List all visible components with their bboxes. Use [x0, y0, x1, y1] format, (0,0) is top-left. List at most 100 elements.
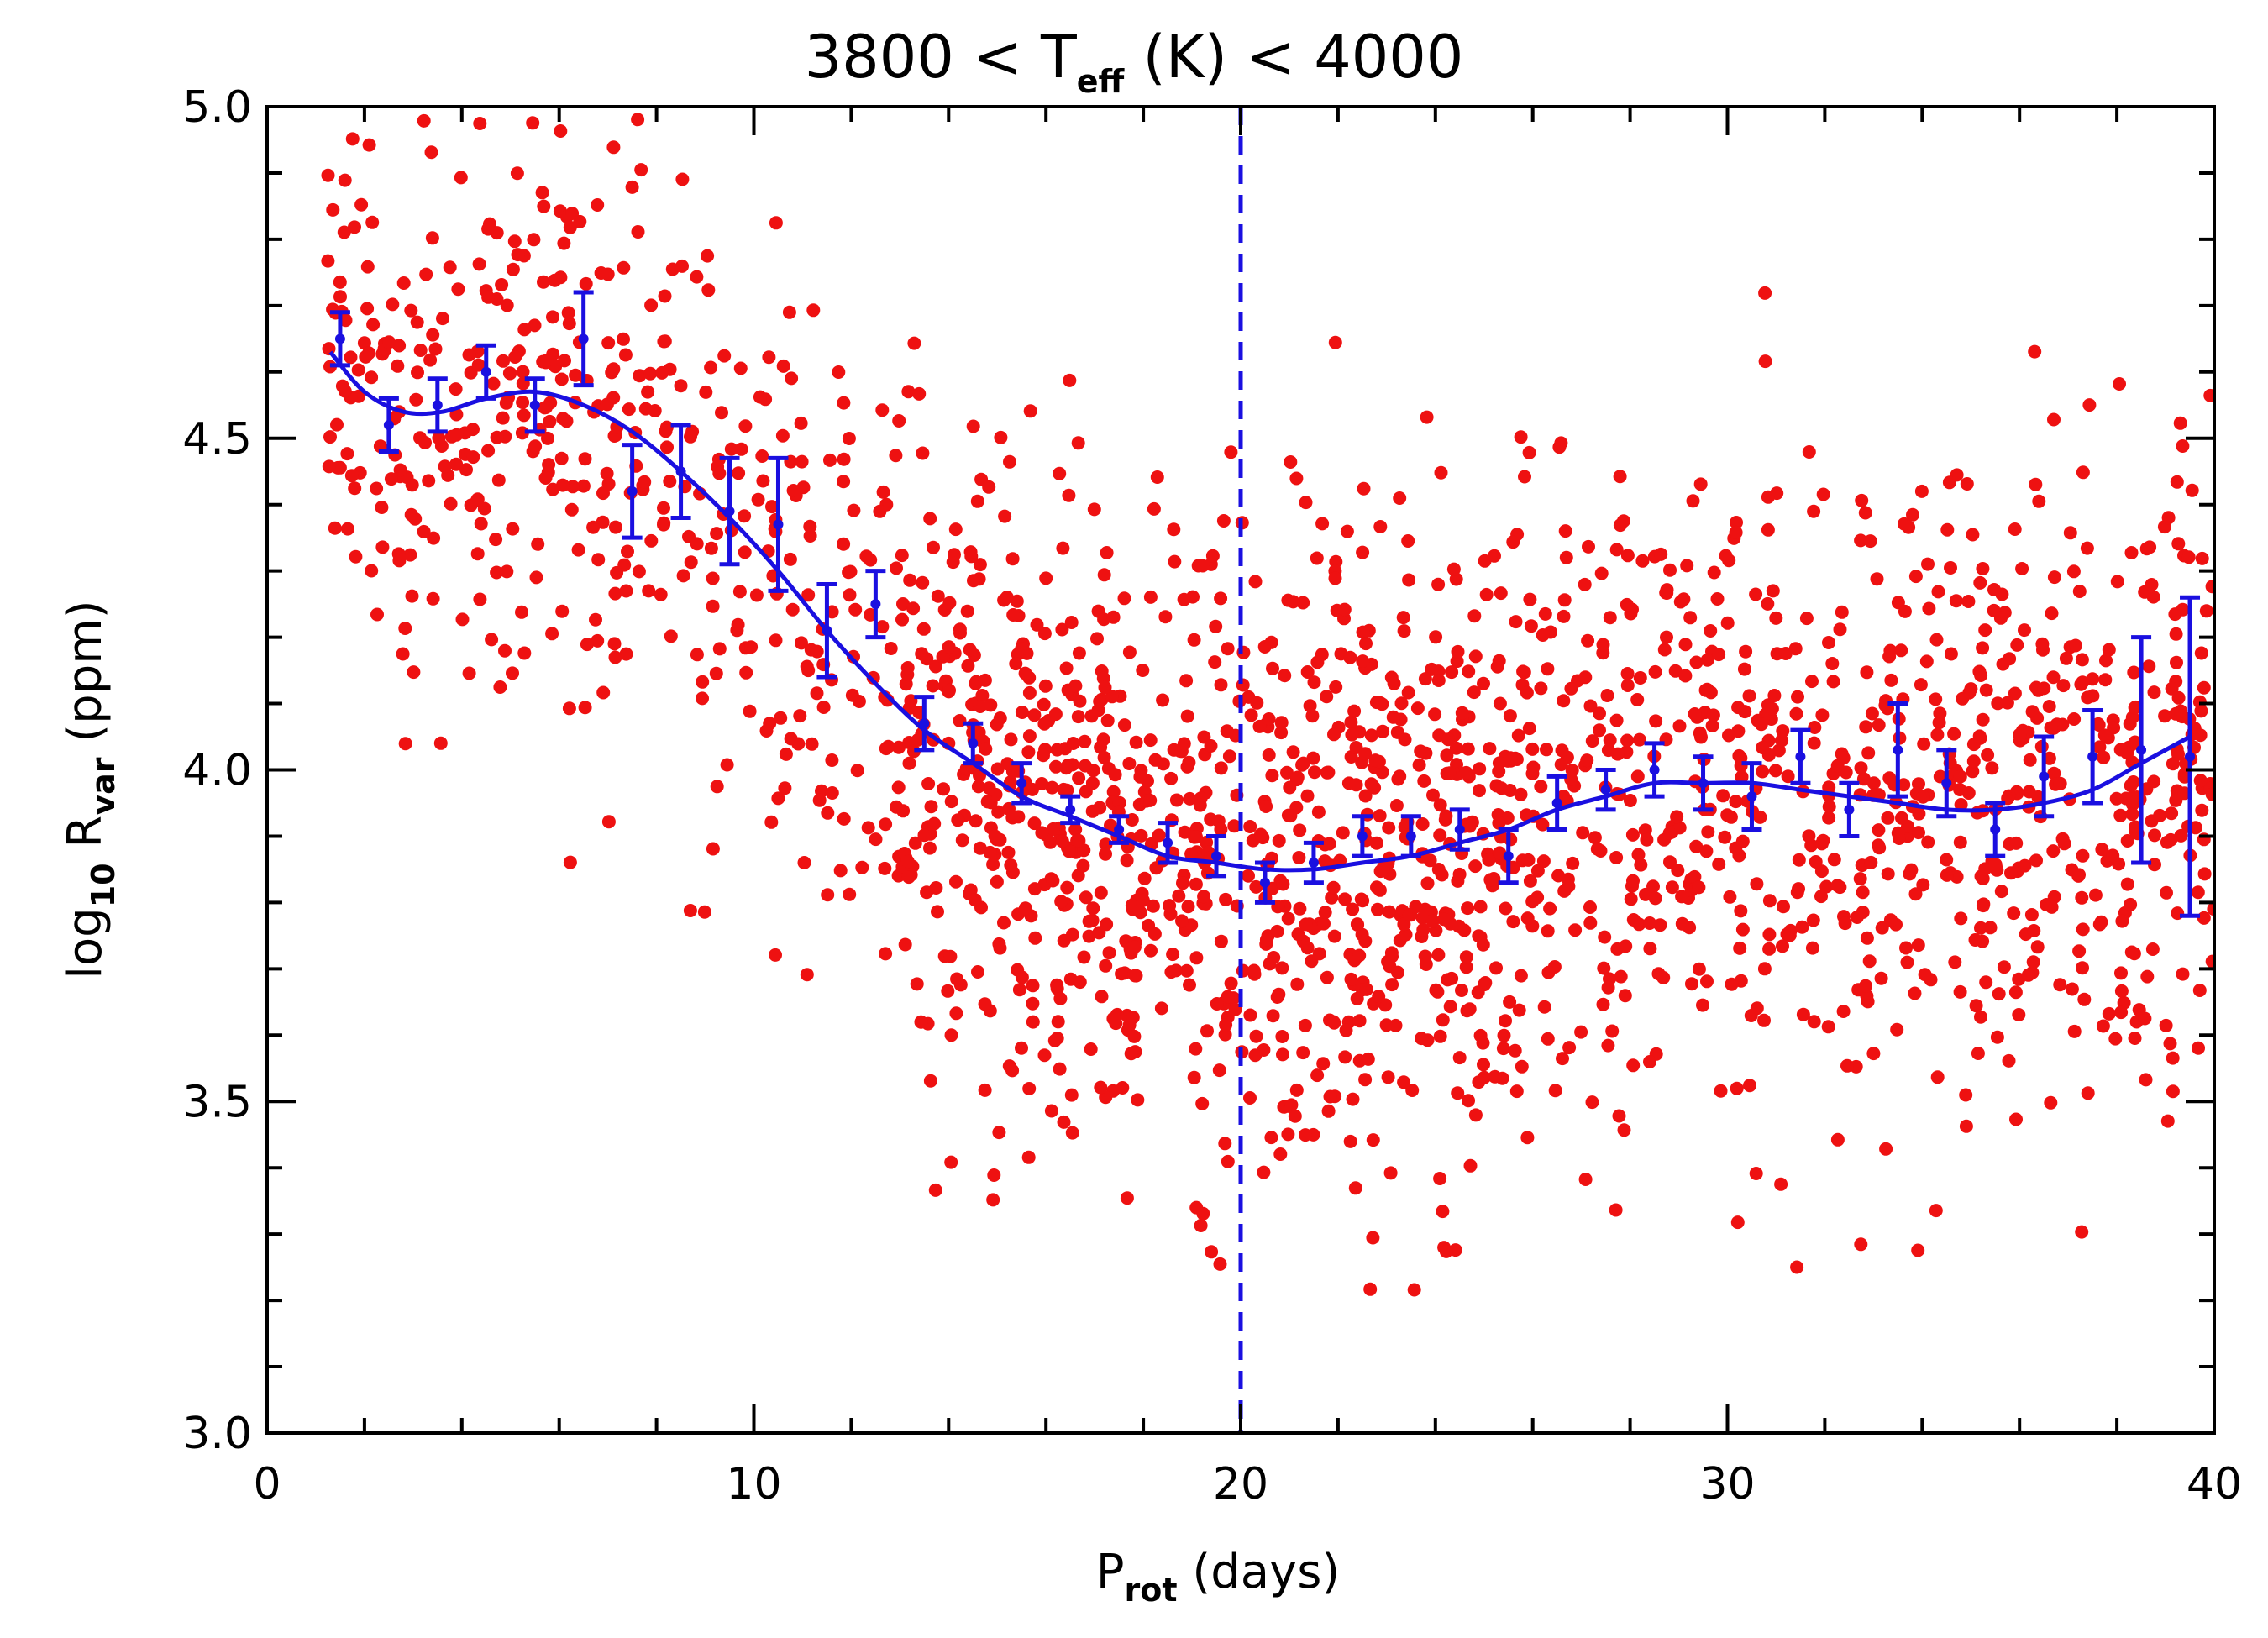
- scatter-point: [1148, 753, 1163, 767]
- scatter-point: [927, 540, 940, 554]
- scatter-point: [1490, 659, 1504, 674]
- scatter-point: [1700, 653, 1714, 667]
- scatter-point: [778, 781, 792, 795]
- scatter-point: [1133, 906, 1147, 920]
- scatter-point: [348, 220, 361, 234]
- scatter-point: [1758, 354, 1772, 369]
- scatter-point: [1085, 804, 1100, 818]
- scatter-point: [2035, 637, 2050, 651]
- scatter-point: [1716, 789, 1730, 803]
- scatter-point: [1916, 878, 1930, 892]
- scatter-point: [895, 549, 909, 563]
- scatter-point: [1520, 685, 1534, 700]
- x-axis-label: Prot (days): [1096, 1545, 1340, 1609]
- scatter-point: [1318, 906, 1332, 920]
- scatter-point: [1300, 665, 1315, 679]
- binned-point: [475, 343, 496, 401]
- scatter-point: [876, 485, 890, 499]
- scatter-point: [658, 334, 672, 349]
- scatter-point: [1027, 708, 1042, 722]
- scatter-point: [937, 782, 951, 796]
- scatter-point: [323, 92, 336, 105]
- scatter-point: [1556, 1052, 1569, 1066]
- scatter-point: [370, 481, 384, 496]
- scatter-point: [1402, 573, 1416, 587]
- scatter-point: [1790, 885, 1804, 900]
- scatter-point: [795, 636, 808, 650]
- scatter-point: [2008, 985, 2023, 1000]
- scatter-point: [449, 457, 464, 471]
- binned-point: [2082, 707, 2103, 806]
- bin-mean-marker: [675, 466, 686, 477]
- scatter-point: [889, 449, 903, 463]
- scatter-point: [2096, 1019, 2110, 1033]
- scatter-point: [2092, 917, 2107, 932]
- scatter-point: [1504, 751, 1518, 765]
- scatter-point: [1433, 1172, 1447, 1185]
- scatter-point: [1305, 709, 1320, 723]
- scatter-point: [1134, 828, 1148, 843]
- scatter-point: [2146, 590, 2160, 604]
- scatter-point: [1183, 791, 1197, 806]
- scatter-point: [1693, 477, 1708, 491]
- scatter-point: [1859, 720, 1873, 734]
- scatter-point: [489, 533, 503, 547]
- scatter-point: [1583, 699, 1598, 713]
- scatter-point: [1942, 475, 1956, 490]
- scatter-point: [1099, 958, 1113, 973]
- scatter-point: [608, 520, 622, 534]
- scatter-point: [783, 552, 797, 566]
- scatter-point: [1947, 727, 1961, 741]
- scatter-point: [1609, 1203, 1623, 1217]
- scatter-point: [1352, 948, 1367, 963]
- scatter-point: [657, 516, 671, 530]
- scatter-point: [608, 650, 622, 664]
- scatter-point: [699, 385, 713, 399]
- scatter-point: [517, 323, 532, 337]
- scatter-point: [1064, 616, 1079, 629]
- scatter-point: [1045, 780, 1059, 795]
- scatter-point: [1799, 612, 1814, 626]
- scatter-point: [1345, 727, 1359, 742]
- scatter-point: [418, 436, 432, 449]
- scatter-point: [1012, 983, 1026, 997]
- scatter-point: [2081, 1086, 2095, 1100]
- scatter-point: [580, 638, 594, 652]
- scatter-point: [2102, 643, 2116, 657]
- scatter-point: [1293, 823, 1307, 837]
- scatter-point: [1094, 885, 1108, 900]
- scatter-point: [704, 360, 718, 375]
- scatter-point: [1243, 820, 1257, 833]
- scatter-point: [491, 473, 506, 487]
- scatter-point: [717, 349, 732, 363]
- scatter-point: [1296, 1046, 1310, 1060]
- scatter-point: [427, 531, 441, 545]
- scatter-point: [1969, 999, 1983, 1013]
- scatter-point: [1472, 929, 1486, 943]
- scatter-point: [2108, 1032, 2123, 1046]
- scatter-point: [812, 793, 827, 807]
- scatter-point: [873, 504, 887, 518]
- scatter-point: [1789, 706, 1803, 721]
- scatter-point: [1757, 962, 1772, 976]
- scatter-point: [417, 113, 431, 128]
- scatter-point: [1264, 1131, 1278, 1145]
- scatter-point: [392, 339, 407, 353]
- scatter-point: [1100, 546, 1114, 559]
- scatter-point: [1200, 1024, 1214, 1038]
- scatter-point: [1419, 746, 1433, 760]
- scatter-point: [1866, 776, 1881, 790]
- scatter-point: [407, 665, 421, 680]
- scatter-point: [1451, 644, 1465, 659]
- scatter-point: [579, 276, 593, 291]
- scatter-point: [1102, 946, 1116, 960]
- scatter-point: [2044, 1095, 2058, 1110]
- scatter-point: [1194, 1219, 1208, 1232]
- scatter-point: [929, 659, 942, 674]
- scatter-point: [1991, 696, 2005, 711]
- scatter-point: [455, 612, 470, 627]
- scatter-point: [1455, 706, 1469, 720]
- scatter-point: [1777, 900, 1790, 914]
- scatter-point: [1908, 986, 1922, 1000]
- scatter-point: [1898, 604, 1912, 618]
